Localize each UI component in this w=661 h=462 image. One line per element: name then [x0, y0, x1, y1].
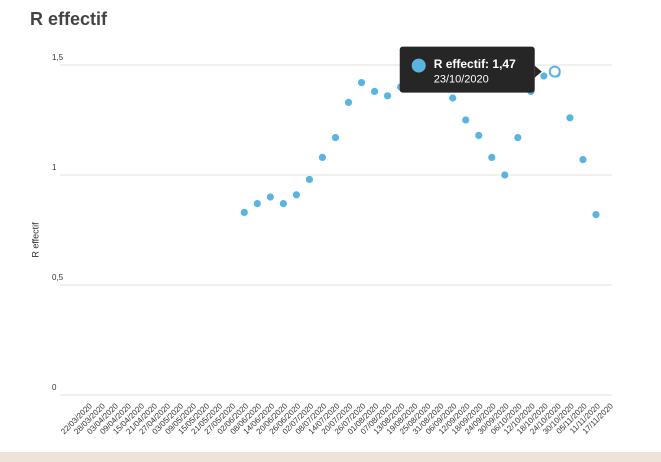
data-point [461, 115, 471, 125]
y-tick-label: 1,5 [52, 53, 64, 62]
data-point [513, 133, 523, 143]
data-point [474, 130, 484, 140]
tooltip-date: 23/10/2020 [434, 74, 489, 86]
data-point [239, 207, 249, 217]
data-point [278, 199, 288, 209]
data-point [370, 87, 379, 96]
hover-point [548, 65, 561, 78]
data-point [565, 113, 575, 123]
data-point [305, 174, 314, 184]
y-tick-label: 1 [52, 163, 57, 172]
data-point [344, 98, 353, 107]
data-point [487, 152, 497, 162]
data-point [383, 91, 392, 101]
data-point [500, 170, 510, 180]
footer-band [0, 452, 661, 462]
data-point [318, 152, 327, 162]
data-point [539, 71, 549, 81]
data-point [252, 199, 262, 209]
data-point [578, 155, 588, 165]
tooltip-marker [411, 58, 426, 73]
tooltip-pointer [534, 65, 542, 78]
tooltip-box [399, 46, 535, 93]
data-point [591, 210, 601, 220]
data-point [357, 78, 366, 87]
y-tick-label: 0,5 [52, 273, 64, 282]
data-point [331, 133, 340, 143]
chart-title: R effectif [30, 9, 108, 29]
data-point [448, 93, 458, 103]
y-tick-label: 0 [52, 383, 57, 392]
tooltip-value: R effectif: 1,47 [434, 57, 516, 71]
y-axis-title: R effectif [30, 222, 40, 258]
data-point [291, 190, 301, 200]
data-point [265, 192, 275, 202]
